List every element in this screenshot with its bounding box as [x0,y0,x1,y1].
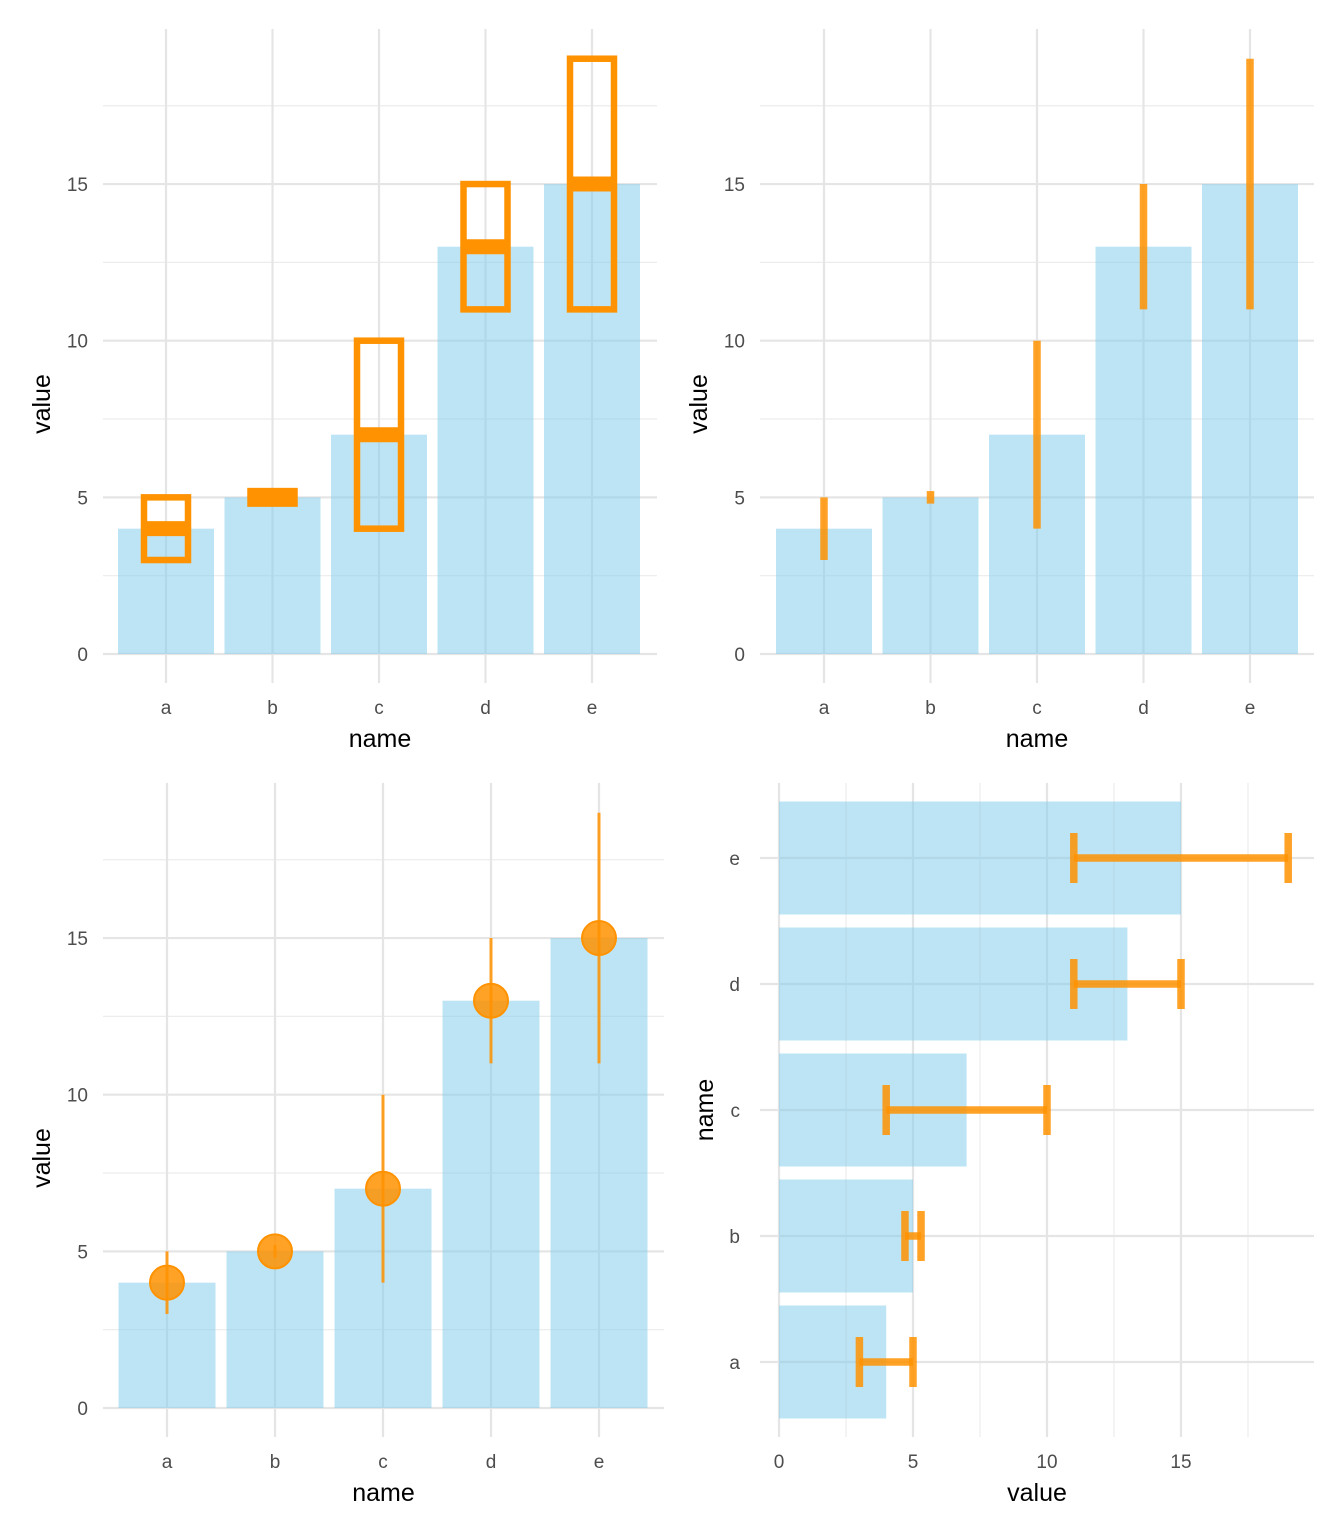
y-tick-label: 0 [77,1399,88,1420]
x-tick-label: b [270,1452,281,1473]
panel-crossbar: 0 5 10 15 a b c d e name value [28,29,657,753]
y-tick-label: 10 [67,1086,88,1107]
bar-b [779,1179,913,1293]
errorbar-a [855,1337,917,1387]
pointrange-point-e [581,920,617,957]
y-tick-label: 10 [67,332,88,353]
bar-a [118,528,214,654]
x-tick-label: c [1032,698,1042,719]
x-axis-title: value [1007,1479,1067,1507]
x-tick-label: d [486,1452,497,1473]
y-tick-label: 0 [77,645,88,666]
errorbar-d [1070,959,1185,1009]
x-tick-label: d [1138,698,1149,719]
x-tick-label: c [374,698,384,719]
y-axis-title: name [691,1079,719,1142]
errorbar-c [882,1085,1051,1135]
y-tick-label: c [731,1101,741,1122]
bar-d [779,927,1128,1041]
panel-linerange: 0 5 10 15 a b c d e name value [685,29,1314,753]
bar-d [1095,246,1192,654]
bar-b [882,497,979,654]
x-tick-label: d [480,698,491,719]
x-tick-label: a [162,1452,173,1473]
x-axis-title: name [1006,725,1069,753]
bar-c [331,434,427,654]
y-axis-title: value [28,1128,56,1188]
y-tick-label: b [729,1227,740,1248]
errorbar-b [901,1211,925,1261]
y-tick-label: 0 [734,645,745,666]
y-tick-label: 10 [724,332,745,353]
x-tick-label: b [267,698,278,719]
bar-b [224,497,321,654]
bar-d [442,1000,540,1408]
errorbar-e [1070,833,1292,883]
pointrange-point-c [365,1170,401,1207]
y-tick-label: 5 [77,488,88,509]
x-axis-title: name [349,725,412,753]
y-tick-label: a [729,1353,740,1374]
x-tick-label: 10 [1036,1452,1057,1473]
pointrange-point-a [149,1264,185,1301]
bar-e [544,184,640,655]
y-tick-label: 15 [724,175,745,196]
y-axis-title: value [685,374,713,434]
x-tick-label: 15 [1170,1452,1191,1473]
y-tick-label: 15 [67,175,88,196]
x-tick-label: c [378,1452,388,1473]
bar-d [437,246,534,654]
x-axis-title: name [352,1479,415,1507]
y-tick-label: e [729,849,740,870]
y-tick-label: d [729,975,740,996]
x-tick-label: a [161,698,172,719]
x-tick-label: e [594,1452,605,1473]
x-tick-label: e [1245,698,1256,719]
panel-pointrange: 0 5 10 15 a b c d e name value [28,783,664,1507]
y-tick-label: 5 [734,488,745,509]
x-tick-label: 0 [774,1452,785,1473]
y-axis-title: value [28,374,56,434]
y-tick-label: 5 [77,1242,88,1263]
panel-errorbar-horizontal: 0 5 10 15 a b c d e value name [691,783,1314,1507]
pointrange-point-d [473,982,509,1019]
x-tick-label: b [925,698,936,719]
x-tick-label: a [819,698,830,719]
pointrange-point-b [257,1233,293,1270]
y-tick-label: 15 [67,929,88,950]
x-tick-label: 5 [908,1452,919,1473]
bar-b [226,1251,324,1408]
x-tick-label: e [587,698,598,719]
